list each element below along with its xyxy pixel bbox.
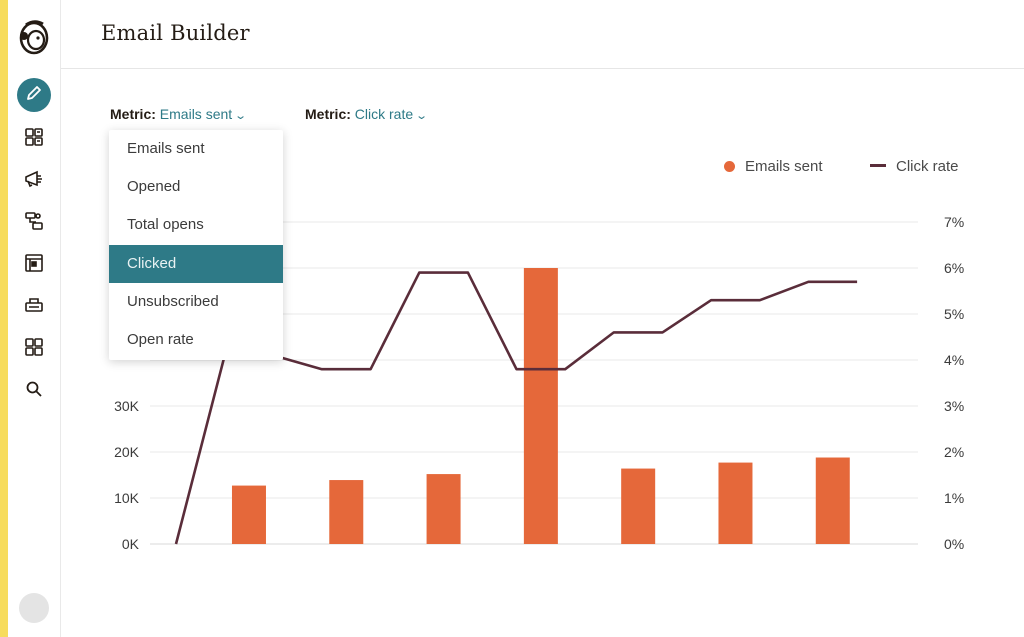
legend-line-icon: [870, 164, 886, 167]
metric-selector-right[interactable]: Metric: Click rate ⌄: [305, 106, 429, 122]
bar-emails-sent: [523, 268, 558, 544]
metric-label: Metric:: [305, 106, 351, 122]
bar-emails-sent: [426, 474, 461, 544]
legend-emails-sent: Emails sent: [724, 158, 823, 175]
right-axis-tick-label: 5%: [944, 306, 964, 322]
campaigns-icon[interactable]: [21, 124, 47, 150]
metric-label: Metric:: [110, 106, 156, 122]
avatar[interactable]: [19, 593, 49, 623]
dropdown-option-emails-sent[interactable]: Emails sent: [127, 140, 205, 157]
legend-label: Emails sent: [745, 158, 823, 175]
automations-icon[interactable]: [21, 208, 47, 234]
left-axis-tick-label: 30K: [114, 398, 140, 414]
legend-label: Click rate: [896, 158, 959, 175]
chevron-down-icon: ⌄: [234, 110, 248, 122]
create-button[interactable]: [17, 78, 51, 112]
right-axis-tick-label: 2%: [944, 444, 964, 460]
sidebar: [8, 0, 61, 637]
dropdown-option-unsubscribed[interactable]: Unsubscribed: [127, 293, 219, 310]
dropdown-option-total-opens[interactable]: Total opens: [127, 216, 204, 233]
bar-emails-sent: [621, 468, 656, 544]
right-axis-tick-label: 1%: [944, 490, 964, 506]
metric-dropdown-menu: Emails sent Opened Total opens Clicked U…: [109, 130, 283, 360]
mailchimp-logo-icon[interactable]: [16, 16, 52, 56]
right-axis-tick-label: 6%: [944, 260, 964, 276]
click-rate-line: [174, 271, 858, 545]
right-axis-tick-label: 7%: [944, 214, 964, 230]
page-title: Email Builder: [101, 21, 250, 45]
header: Email Builder: [61, 0, 1024, 69]
pencil-icon: [25, 84, 43, 107]
metric-value: Emails sent: [159, 106, 233, 122]
bar-emails-sent: [231, 485, 266, 544]
content-icon[interactable]: [21, 250, 47, 276]
dropdown-option-opened[interactable]: Opened: [127, 178, 181, 195]
legend-dot-icon: [724, 161, 735, 172]
dropdown-option-clicked[interactable]: Clicked: [109, 245, 283, 283]
audience-icon[interactable]: [21, 166, 47, 192]
dashboard-icon[interactable]: [21, 334, 47, 360]
integrations-icon[interactable]: [21, 292, 47, 318]
right-axis-tick-label: 4%: [944, 352, 964, 368]
metric-value: Click rate: [354, 106, 414, 122]
accent-strip: [0, 0, 8, 637]
left-axis-tick-label: 0K: [122, 536, 140, 552]
right-axis-tick-label: 0%: [944, 536, 964, 552]
dropdown-option-open-rate[interactable]: Open rate: [127, 331, 194, 348]
right-axis-tick-label: 3%: [944, 398, 964, 414]
bar-emails-sent: [718, 462, 753, 544]
metric-selector-left[interactable]: Metric: Emails sent ⌄: [110, 106, 248, 122]
search-icon[interactable]: [21, 376, 47, 402]
legend-click-rate: Click rate: [870, 158, 959, 175]
left-axis-tick-label: 20K: [114, 444, 140, 460]
left-axis-tick-label: 10K: [114, 490, 140, 506]
chevron-down-icon: ⌄: [415, 110, 429, 122]
bar-emails-sent: [329, 480, 364, 544]
bar-emails-sent: [815, 457, 850, 544]
